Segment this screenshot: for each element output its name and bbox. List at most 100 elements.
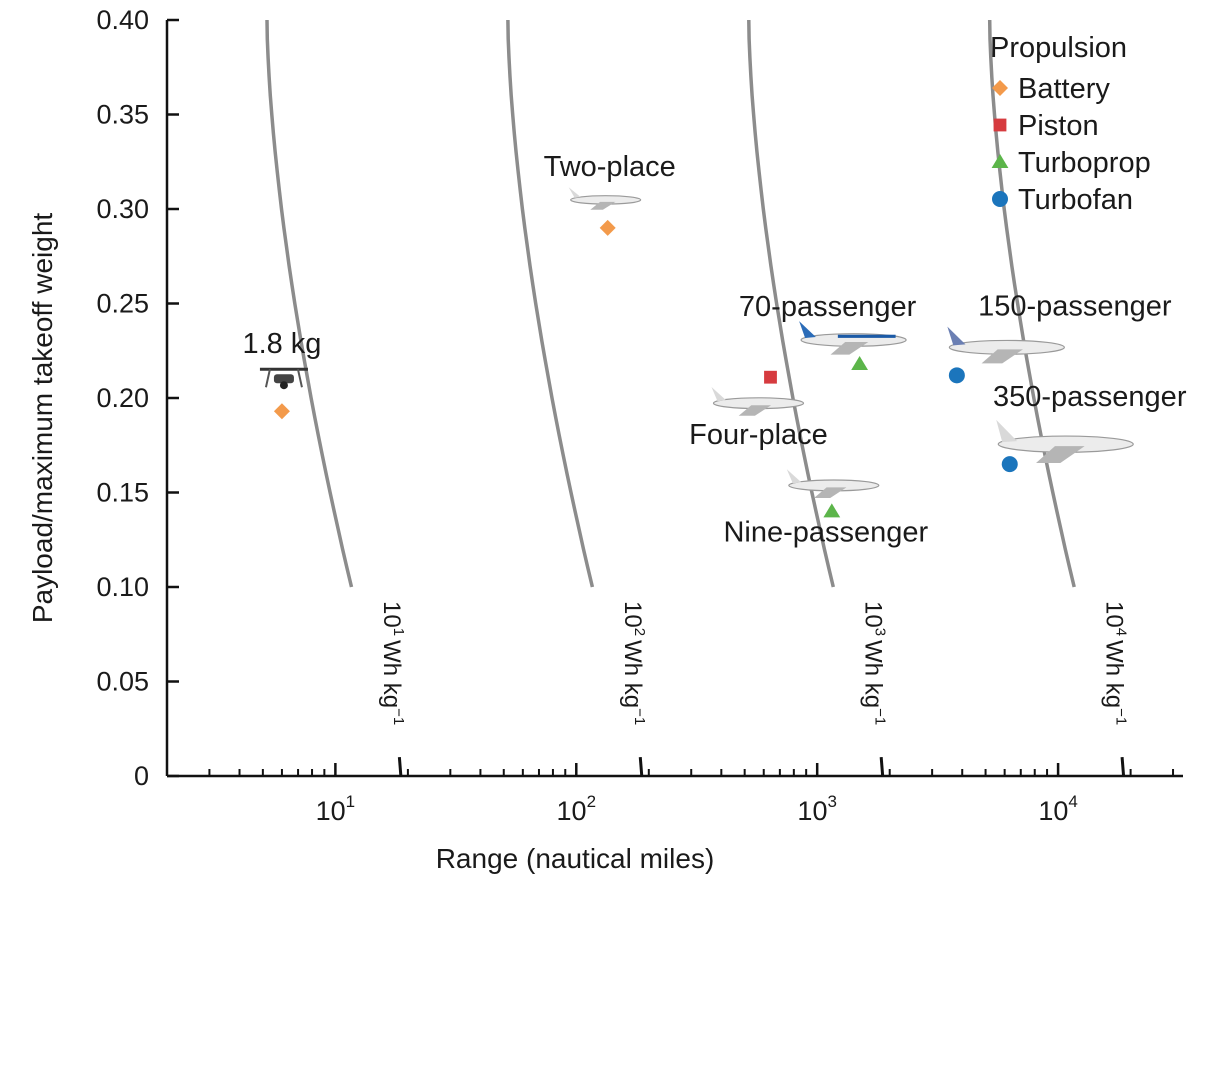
livery-stripe [837, 334, 896, 338]
curve-label-unit: Wh kg [860, 640, 887, 708]
y-tick-label: 0.15 [96, 478, 149, 508]
tail-fin [799, 321, 816, 338]
energy-curve-foot [1120, 756, 1126, 777]
data-point-marker [851, 355, 869, 370]
y-ticks: 0 0.05 0.10 0.15 0.20 0.25 0.30 0.35 0.40 [96, 5, 179, 791]
legend-entry-label: Piston [1018, 110, 1099, 142]
wing [590, 201, 616, 210]
tail-fin [786, 469, 802, 484]
curve-label-unit-exp: −1 [1113, 708, 1130, 725]
legend-marker [992, 191, 1008, 207]
drone-leg [296, 369, 303, 388]
curve-label-unit-exp: −1 [390, 708, 407, 725]
small-icon [568, 187, 642, 210]
widebody-icon [996, 419, 1134, 464]
curve-label-exp: 3 [872, 628, 889, 636]
data-point-label: Two-place [544, 151, 676, 183]
data-point-label: Nine-passenger [723, 516, 928, 548]
energy-curve [265, 19, 354, 588]
x-axis-title: Range (nautical miles) [436, 843, 715, 874]
data-point-marker [273, 403, 290, 420]
legend-title: Propulsion [990, 32, 1127, 64]
x-tick-exponent: 3 [827, 792, 836, 811]
data-point-marker [764, 370, 777, 384]
x-tick-label: 101 [316, 792, 356, 826]
wing [981, 349, 1023, 364]
curve-label-exp: 1 [390, 628, 407, 636]
y-tick-label: 0.25 [96, 289, 149, 319]
wing [1036, 446, 1085, 464]
energy-curve-foot [397, 756, 403, 777]
energy-curve-label: 103 Wh kg−1 [860, 601, 889, 725]
prop-icon [711, 387, 805, 416]
legend-marker [991, 154, 1009, 168]
axes: 00.050.100.150.200.250.300.350.40 101 102… [96, 5, 1183, 826]
energy-curve [747, 19, 836, 588]
wing [814, 487, 847, 498]
data-point-marker [1001, 456, 1018, 473]
x-tick-base: 10 [316, 796, 346, 826]
tail-fin [568, 187, 581, 198]
turboprop-icon [799, 321, 907, 355]
legend-entry-label: Battery [1018, 73, 1110, 105]
energy-curve [506, 19, 595, 588]
data-point-marker [599, 219, 616, 236]
data-point-label: 150-passenger [978, 290, 1172, 322]
data-point-label: 350-passenger [993, 381, 1187, 413]
tail-fin [996, 419, 1018, 443]
x-tick-base: 10 [557, 796, 587, 826]
drone-body [273, 374, 294, 384]
energy-curve [987, 19, 1076, 588]
curve-label-exp: 2 [631, 628, 648, 636]
tail-fin [947, 326, 966, 346]
y-axis-title: Payload/maximum takeoff weight [27, 213, 58, 624]
curve-label-base: 10 [619, 601, 646, 628]
curve-label-base: 10 [860, 601, 887, 628]
wing [830, 341, 869, 355]
legend: Propulsion Battery Piston Turboprop Turbofa… [990, 32, 1151, 216]
curve-label-unit-exp: −1 [631, 708, 648, 725]
data-point-marker [948, 367, 965, 384]
y-tick-label: 0.30 [96, 194, 149, 224]
drone-leg [264, 369, 271, 388]
legend-marker [993, 118, 1007, 132]
jet-icon [947, 326, 1065, 364]
data-point-group: Nine-passenger [723, 469, 929, 548]
x-tick-label: 102 [557, 792, 597, 826]
y-tick-label: 0.35 [96, 100, 149, 130]
prop-icon [786, 469, 880, 498]
y-tick-label: 0.10 [96, 572, 149, 602]
curve-label-unit: Wh kg [619, 640, 646, 708]
data-point-group: 70-passenger [739, 291, 917, 370]
wing [738, 405, 772, 416]
legend-marker [992, 80, 1008, 96]
x-tick-exponent: 2 [587, 792, 596, 811]
energy-curve-label: 104 Wh kg−1 [1101, 601, 1130, 725]
curve-label-exp: 4 [1113, 628, 1130, 636]
y-tick-label: 0.40 [96, 5, 149, 35]
y-tick-label: 0 [134, 761, 149, 791]
curve-label-base: 10 [378, 601, 405, 628]
x-tick-label: 103 [797, 792, 837, 826]
y-tick-label: 0.20 [96, 383, 149, 413]
curve-label-unit-exp: −1 [872, 708, 889, 725]
x-tick-base: 10 [1038, 796, 1068, 826]
x-tick-exponent: 4 [1068, 792, 1077, 811]
data-point-group: Four-place [689, 370, 828, 451]
data-point-label: 70-passenger [739, 291, 917, 323]
curve-label-base: 10 [1101, 601, 1128, 628]
data-point-marker [823, 503, 841, 518]
data-point-group: 350-passenger [993, 381, 1187, 473]
curve-label-unit: Wh kg [1101, 640, 1128, 708]
curve-label-unit: Wh kg [378, 640, 405, 708]
data-points: 1.8 kg Two-place Four-place 70-passenger Nin… [242, 151, 1186, 549]
energy-curve-label: 102 Wh kg−1 [619, 601, 648, 725]
x-ticks: 101 102 103 104 [166, 763, 1175, 826]
data-point-group: Two-place [544, 151, 676, 236]
x-tick-label: 104 [1038, 792, 1078, 826]
x-tick-base: 10 [797, 796, 827, 826]
energy-curve-foot [638, 756, 644, 777]
drone-camera [279, 381, 288, 390]
